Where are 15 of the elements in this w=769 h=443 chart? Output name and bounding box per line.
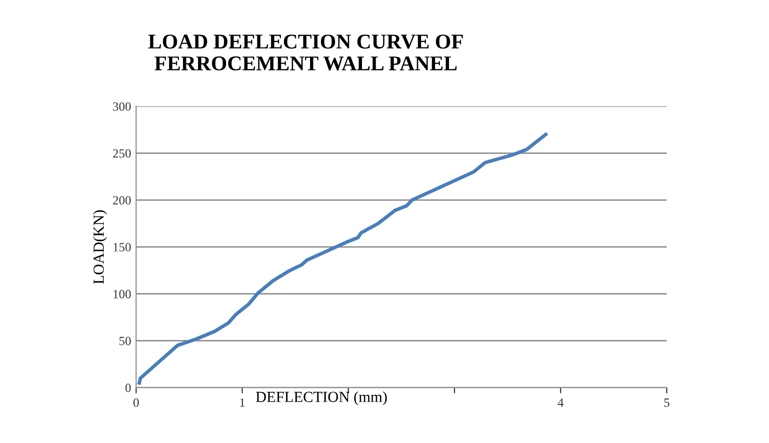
x-tick-label: 1 [240, 398, 245, 407]
x-tick-label: 4 [558, 398, 564, 407]
y-tick-label: 150 [114, 242, 131, 252]
y-tick-label: 100 [114, 290, 131, 298]
y-tick-label: 200 [113, 196, 131, 205]
y-tick-label: 250 [113, 149, 131, 158]
x-tick-label: 5 [664, 398, 670, 407]
x-tick-label: 0 [133, 398, 139, 407]
y-axis-title: LOAD(KN) [93, 210, 107, 284]
line-series [138, 132, 548, 385]
y-tick-label: 50 [119, 336, 131, 346]
chart-title: LOAD DEFLECTION CURVE OF FERROCEMENT WALL PANEL [148, 34, 463, 71]
x-axis-title: DEFLECTION (mm) [256, 391, 387, 406]
y-tick-label: 0 [125, 384, 131, 392]
y-tick-label: 300 [113, 102, 131, 111]
